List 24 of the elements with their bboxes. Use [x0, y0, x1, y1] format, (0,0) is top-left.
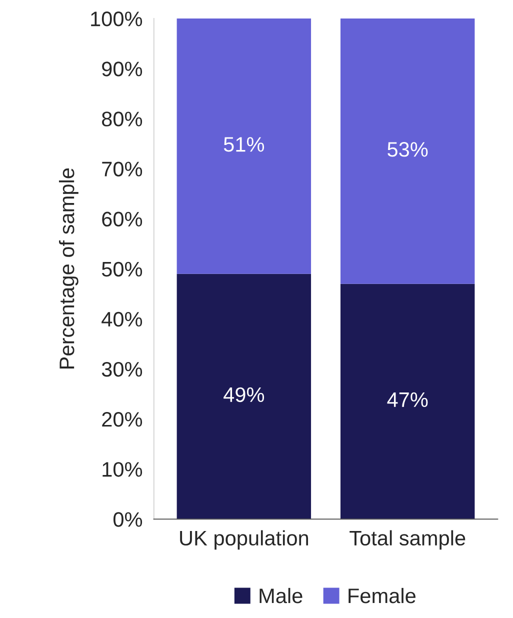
y-tick-label: 20%	[102, 412, 142, 427]
legend-label: Female	[348, 588, 416, 604]
data-label: 53%	[388, 142, 428, 157]
x-tick-label: Total sample	[350, 530, 466, 550]
y-tick-label: 50%	[102, 262, 142, 277]
legend-label: Male	[260, 588, 302, 604]
bar	[176, 18, 312, 274]
data-label: 47%	[387, 392, 428, 407]
y-tick-label: 10%	[102, 462, 142, 477]
y-tick-label: 70%	[102, 162, 142, 176]
y-tick-label: 80%	[102, 112, 142, 126]
bar	[340, 284, 475, 520]
y-tick-label: 0%	[113, 512, 142, 527]
bar	[340, 18, 475, 284]
y-tick-label: 60%	[102, 212, 142, 227]
y-tick-label: 30%	[102, 362, 142, 377]
y-tick-label: 100%	[91, 12, 142, 26]
x-tick-label: UK population	[180, 530, 308, 550]
data-label: 49%	[224, 387, 264, 402]
data-label: 51%	[224, 137, 264, 152]
y-tick-label: 40%	[102, 312, 142, 327]
y-axis-title: Percentage of sample	[58, 168, 78, 368]
y-tick-label: 90%	[102, 62, 142, 76]
bar	[176, 274, 312, 520]
